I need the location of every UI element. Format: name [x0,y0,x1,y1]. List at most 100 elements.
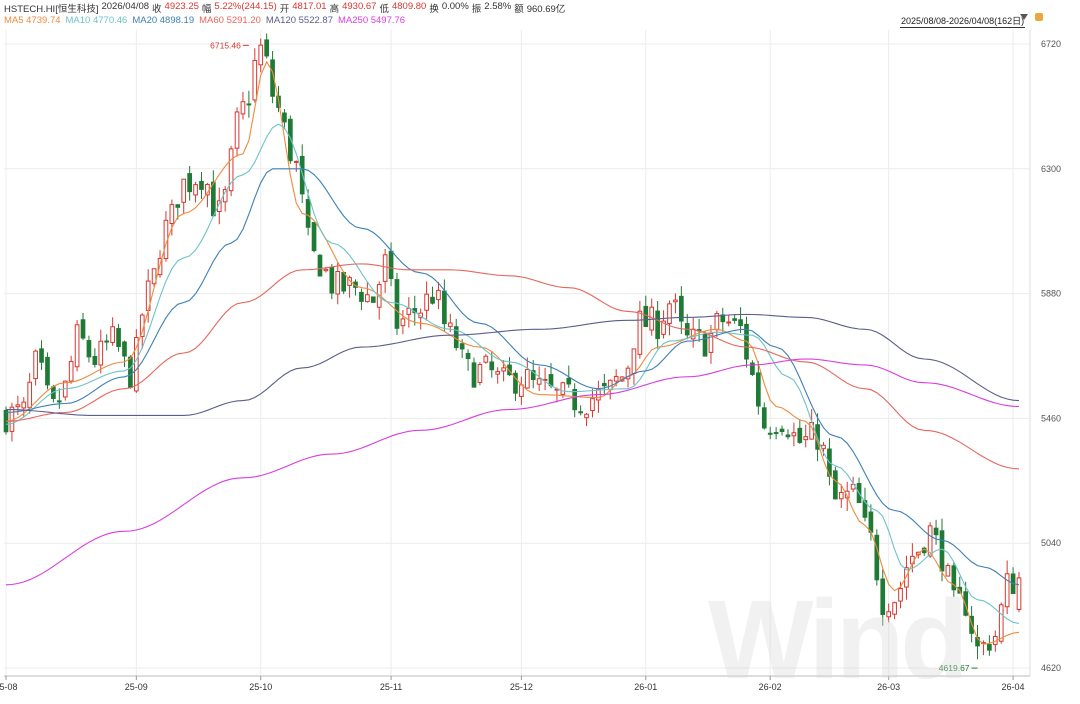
x-tick-label: 26-01 [634,682,657,692]
candle-body [252,59,258,101]
ma-line-ma5 [5,60,1020,645]
candle [773,427,779,440]
candle-body [288,118,293,162]
candle [1016,572,1022,613]
date-range-selector[interactable]: 2025/08/08-2026/04/08(162日) [900,16,1026,28]
candle [791,422,797,447]
candle-body [767,432,773,435]
candle-body [578,411,583,414]
candle [524,357,530,389]
candle-body [317,254,323,277]
candle-body [258,44,264,66]
candle-body [513,372,518,394]
y-tick-label: 4620 [1041,663,1061,673]
x-tick-label: 25-12 [510,682,533,692]
candle [1010,567,1016,595]
candle-body [998,604,1004,642]
candle-body [68,360,74,382]
candle [45,352,50,390]
candle [708,325,714,364]
x-tick-label: 26-04 [1002,682,1025,692]
candle-body [234,111,240,149]
candle [477,362,483,386]
ma-legend-ma120: MA120 5522.87 [265,15,333,26]
candle [720,307,726,332]
candle-body [104,340,110,343]
candle [714,310,720,338]
candle [80,312,86,341]
lock-icon[interactable] [1035,13,1043,21]
ma-legend-ma20: MA20 4898.19 [132,15,195,26]
candle [86,335,92,363]
candle-body [892,602,897,615]
candle-body [15,404,21,408]
candle [483,353,489,364]
candle [702,331,708,357]
candle [116,324,121,352]
low-label: 低 [379,4,389,15]
candle [282,108,287,130]
quote-date: 2026/04/08 [101,1,150,12]
turnover-label: 换 [429,4,439,15]
candle-body [643,305,649,328]
candle-body [785,434,791,438]
candle-body [951,565,957,591]
annotations: 6715.46 4619.67 [210,40,978,673]
candle [442,279,447,332]
candle-body [92,355,98,365]
candle [874,529,880,586]
amplitude-value: 2.58% [484,1,512,12]
ma-lines [5,60,1020,645]
candle-body [175,204,181,208]
candle [880,568,886,626]
ma-line-ma60 [5,263,1020,470]
candle [288,115,293,164]
candle [98,329,104,374]
candle-body [187,173,192,193]
candle-body [898,588,903,602]
candle [406,297,412,328]
x-tick-label: 25-11 [380,682,402,692]
candle-body [341,272,347,292]
candle [690,317,696,348]
candle [163,211,169,262]
candle [128,355,133,389]
candle [631,348,637,385]
grid-lines [4,30,1031,677]
candle [199,172,204,199]
candle-body [21,401,27,409]
change-label: 幅 [201,4,212,15]
candle-body [661,320,666,335]
candle [933,519,939,545]
candle-body [566,377,572,385]
candle [471,357,477,388]
candle-body [524,369,530,389]
candle-body [708,332,714,353]
candle [738,307,743,334]
annotation-label: 4619.67 [939,663,970,673]
candle [92,348,98,368]
candle-body [773,432,779,435]
candle [584,412,589,427]
candle-body [471,362,477,388]
ma-line-ma120 [5,313,1020,416]
candle-body [335,271,341,295]
candle [418,308,424,330]
chevron-down-icon[interactable] [1020,14,1028,20]
candle [258,38,264,73]
candle-body [791,432,797,437]
candle-body [655,310,660,340]
candle [9,402,15,442]
candle-body [442,290,447,325]
candle-body [560,382,566,395]
candle-body [880,578,886,615]
candle [756,361,761,415]
candle-body [732,318,737,321]
candle-body [400,318,406,327]
candle-body [193,184,198,196]
candle-body [459,343,465,350]
candle-body [430,296,435,304]
candle [424,281,429,321]
annotation-label: 6715.46 [210,40,241,50]
